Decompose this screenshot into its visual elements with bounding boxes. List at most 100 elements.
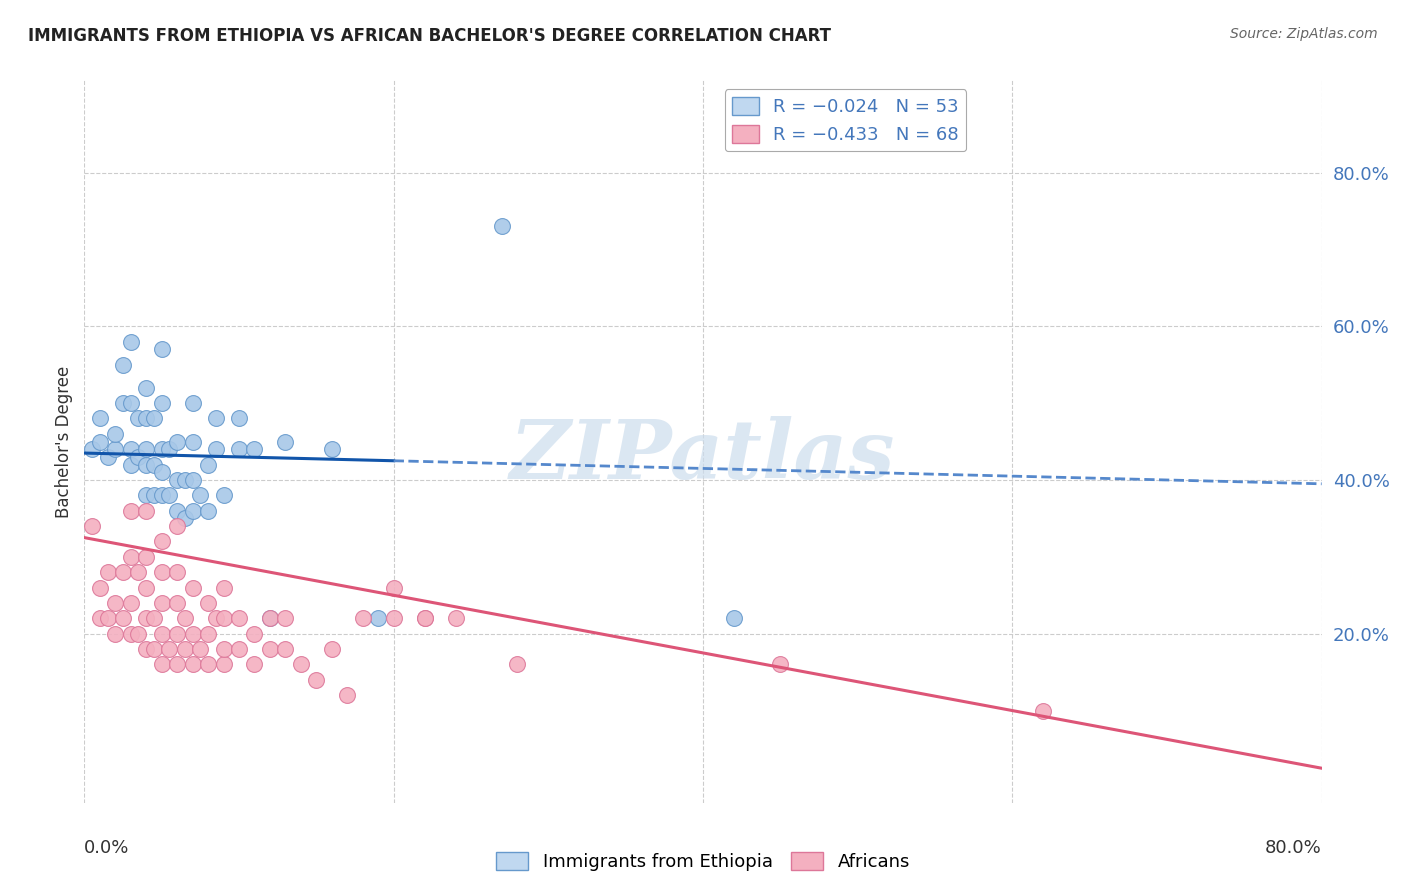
Point <box>174 611 197 625</box>
Point <box>212 657 235 672</box>
Point <box>150 626 173 640</box>
Point <box>89 581 111 595</box>
Y-axis label: Bachelor's Degree: Bachelor's Degree <box>55 366 73 517</box>
Point <box>120 626 142 640</box>
Text: ZIPatlas: ZIPatlas <box>510 416 896 496</box>
Point <box>143 642 166 657</box>
Point <box>112 396 135 410</box>
Point <box>135 549 157 564</box>
Point <box>274 642 297 657</box>
Point <box>174 511 197 525</box>
Point <box>181 396 204 410</box>
Point <box>336 688 359 702</box>
Point <box>259 642 281 657</box>
Point <box>96 565 118 579</box>
Point <box>150 596 173 610</box>
Point <box>104 626 127 640</box>
Point <box>120 549 142 564</box>
Point <box>127 411 149 425</box>
Point <box>228 611 250 625</box>
Point <box>120 458 142 472</box>
Point <box>188 642 211 657</box>
Point <box>135 611 157 625</box>
Point <box>243 442 266 457</box>
Point <box>135 381 157 395</box>
Point <box>143 488 166 502</box>
Point <box>166 473 188 487</box>
Point <box>259 611 281 625</box>
Point <box>89 611 111 625</box>
Point <box>491 219 513 234</box>
Point <box>290 657 312 672</box>
Point <box>181 473 204 487</box>
Legend: Immigrants from Ethiopia, Africans: Immigrants from Ethiopia, Africans <box>489 845 917 879</box>
Point <box>82 442 104 457</box>
Point <box>205 442 228 457</box>
Point <box>166 565 188 579</box>
Point <box>181 434 204 449</box>
Point <box>104 442 127 457</box>
Point <box>143 611 166 625</box>
Point <box>769 657 792 672</box>
Point <box>212 488 235 502</box>
Point <box>197 657 219 672</box>
Point <box>212 642 235 657</box>
Point <box>135 411 157 425</box>
Point <box>197 458 219 472</box>
Point <box>89 434 111 449</box>
Point <box>120 334 142 349</box>
Point <box>228 442 250 457</box>
Point <box>181 626 204 640</box>
Point <box>166 626 188 640</box>
Point <box>82 519 104 533</box>
Point <box>135 442 157 457</box>
Point <box>205 611 228 625</box>
Point <box>274 611 297 625</box>
Point <box>127 450 149 464</box>
Point <box>367 611 389 625</box>
Point <box>444 611 467 625</box>
Point <box>135 458 157 472</box>
Point <box>174 473 197 487</box>
Point <box>274 434 297 449</box>
Point <box>305 673 328 687</box>
Point <box>382 611 405 625</box>
Point <box>197 626 219 640</box>
Point <box>150 657 173 672</box>
Point <box>166 657 188 672</box>
Point <box>112 358 135 372</box>
Text: IMMIGRANTS FROM ETHIOPIA VS AFRICAN BACHELOR'S DEGREE CORRELATION CHART: IMMIGRANTS FROM ETHIOPIA VS AFRICAN BACH… <box>28 27 831 45</box>
Point <box>166 519 188 533</box>
Point <box>120 396 142 410</box>
Point <box>243 626 266 640</box>
Point <box>96 450 118 464</box>
Point <box>181 581 204 595</box>
Point <box>228 642 250 657</box>
Point <box>243 657 266 672</box>
Point <box>188 488 211 502</box>
Point <box>120 596 142 610</box>
Point <box>120 442 142 457</box>
Point <box>143 411 166 425</box>
Point <box>1032 704 1054 718</box>
Point <box>150 488 173 502</box>
Point <box>89 411 111 425</box>
Point <box>135 642 157 657</box>
Point <box>150 396 173 410</box>
Point <box>150 565 173 579</box>
Point <box>321 442 343 457</box>
Point <box>228 411 250 425</box>
Point <box>159 488 180 502</box>
Point <box>127 565 149 579</box>
Text: Source: ZipAtlas.com: Source: ZipAtlas.com <box>1230 27 1378 41</box>
Text: 80.0%: 80.0% <box>1265 838 1322 857</box>
Point <box>413 611 436 625</box>
Point <box>159 442 180 457</box>
Point <box>135 581 157 595</box>
Point <box>181 504 204 518</box>
Point <box>104 596 127 610</box>
Point <box>135 504 157 518</box>
Point <box>506 657 529 672</box>
Point <box>321 642 343 657</box>
Point <box>104 426 127 441</box>
